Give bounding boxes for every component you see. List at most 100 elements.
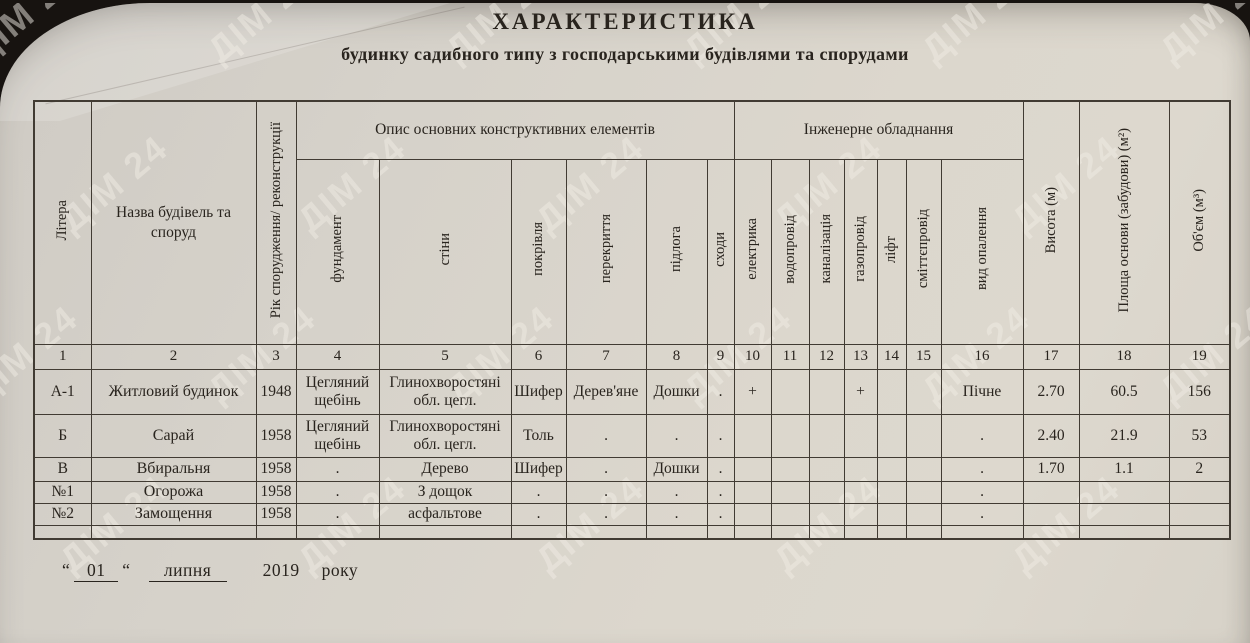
col-header-4-label: фундамент — [329, 215, 346, 283]
col-header-14-label: ліфт — [883, 235, 900, 263]
col-number-2: 2 — [90, 343, 257, 370]
cell-r5-c4: . — [295, 502, 380, 526]
cell-r6-c1 — [33, 524, 92, 540]
cell-r3-c11 — [770, 456, 810, 482]
cell-r5-c6-label: . — [536, 505, 541, 523]
cell-r1-c8-label: Дошки — [653, 382, 700, 400]
cell-r3-c6-label: Шифер — [514, 460, 563, 478]
cell-r2-c17: 2.40 — [1022, 413, 1080, 458]
col-header-10-label: електрика — [744, 218, 761, 280]
group-header-engineering: Інженерне обладнання — [733, 100, 1024, 160]
table-header: Літера Назва будівель та споруд Рік споруд… — [33, 100, 1231, 370]
cell-r1-c19: 156 — [1168, 368, 1231, 415]
cell-r2-c19: 53 — [1168, 413, 1231, 458]
cell-r4-c8-label: . — [674, 483, 679, 501]
col-header-7-label: перекриття — [597, 214, 614, 284]
col-number-11: 11 — [770, 343, 810, 370]
cell-r5-c13 — [843, 502, 878, 526]
col-header-4: фундамент — [295, 158, 380, 345]
col-number-16-label: 16 — [974, 348, 990, 364]
cell-r6-c9 — [706, 524, 735, 540]
col-header-litera: Літера — [33, 100, 92, 345]
cell-r3-c13 — [843, 456, 878, 482]
cell-r1-c6: Шифер — [510, 368, 567, 415]
cell-r3-c19: 2 — [1168, 456, 1231, 482]
col-number-10: 10 — [733, 343, 772, 370]
col-number-6: 6 — [510, 343, 567, 370]
cell-r2-c10 — [733, 413, 772, 458]
cell-r1-c11 — [770, 368, 810, 415]
col-header-13-label: газопровід — [852, 216, 869, 282]
cell-r6-c13 — [843, 524, 878, 540]
col-header-12: каналізація — [808, 158, 845, 345]
cell-r4-c12 — [808, 480, 845, 504]
col-number-6-label: 6 — [534, 348, 543, 364]
cell-r4-c4-label: . — [335, 483, 340, 501]
cell-r1-c4: Цегляний щебінь — [295, 368, 380, 415]
cell-r6-c5 — [378, 524, 512, 540]
cell-r4-c1-label: №1 — [51, 483, 75, 501]
cell-r4-c9-label: . — [718, 483, 723, 501]
cell-r4-c18 — [1078, 480, 1170, 504]
cell-r4-c2-label: Огорожа — [143, 483, 204, 501]
group-header-engineering-label: Інженерне обладнання — [803, 121, 954, 139]
cell-r2-c18-label: 21.9 — [1110, 426, 1138, 444]
cell-r1-c2-label: Житловий будинок — [108, 382, 239, 400]
cell-r1-c10-label: + — [748, 382, 757, 400]
cell-r3-c17-label: 1.70 — [1037, 460, 1065, 478]
date-day: 01 — [74, 560, 119, 582]
table-row — [33, 524, 1231, 540]
group-header-construction-label: Опис основних конструктивних елементів — [375, 121, 655, 139]
col-number-2-label: 2 — [169, 348, 178, 364]
cell-r3-c12 — [808, 456, 845, 482]
col-header-6-label: покрівля — [530, 222, 547, 276]
cell-r5-c8-label: . — [674, 505, 679, 523]
col-header-13: газопровід — [843, 158, 878, 345]
cell-r1-c9-label: . — [718, 382, 723, 400]
cell-r5-c4-label: . — [335, 505, 340, 523]
cell-r1-c4-label: Цегляний щебінь — [305, 374, 370, 409]
cell-r2-c9: . — [706, 413, 735, 458]
table-row: №1 Огорожа 1958. З дощок..... — [33, 480, 1231, 504]
cell-r3-c19-label: 2 — [1195, 460, 1204, 478]
cell-r4-c7-label: . — [604, 483, 608, 501]
cell-r2-c8: . — [645, 413, 708, 458]
cell-r1-c7-label: Дерев'яне — [573, 382, 639, 400]
cell-r3-c7-label: . — [604, 460, 608, 478]
col-header-12-label: каналізація — [818, 214, 835, 284]
cell-r4-c10 — [733, 480, 772, 504]
cell-r1-c8: Дошки — [645, 368, 708, 415]
cell-r5-c8: . — [645, 502, 708, 526]
cell-r5-c1-label: №2 — [51, 505, 75, 523]
col-header-5-label: стіни — [436, 232, 453, 266]
col-header-6: покрівля — [510, 158, 567, 345]
cell-r1-c17: 2.70 — [1022, 368, 1080, 415]
cell-r2-c4-label: Цегляний щебінь — [305, 418, 370, 453]
table-row: №2 Замощення 1958. асфальтове..... — [33, 502, 1231, 526]
cell-r3-c10 — [733, 456, 772, 482]
cell-r3-c6: Шифер — [510, 456, 567, 482]
cell-r4-c6-label: . — [536, 483, 541, 501]
col-number-7: 7 — [565, 343, 647, 370]
cell-r4-c2: Огорожа — [90, 480, 257, 504]
cell-r5-c14 — [876, 502, 907, 526]
cell-r6-c8 — [645, 524, 708, 540]
cell-r3-c2: Вбиральня — [90, 456, 257, 482]
cell-r1-c1-label: А-1 — [50, 382, 75, 400]
cell-r1-c7: Дерев'яне — [565, 368, 647, 415]
cell-r4-c4: . — [295, 480, 380, 504]
cell-r3-c17: 1.70 — [1022, 456, 1080, 482]
col-header-15: сміттєпровід — [905, 158, 942, 345]
cell-r4-c16-label: . — [980, 483, 984, 501]
cell-r1-c5: Глинохворостяні обл. цегл. — [378, 368, 512, 415]
col-header-year-label: Рік спорудження/ реконструкції — [267, 122, 284, 319]
cell-r4-c14 — [876, 480, 907, 504]
col-number-5: 5 — [378, 343, 512, 370]
col-number-3: 3 — [255, 343, 297, 370]
col-number-14-label: 14 — [884, 348, 900, 364]
cell-r3-c4-label: . — [335, 460, 340, 478]
cell-r5-c19 — [1168, 502, 1231, 526]
cell-r2-c6: Толь — [510, 413, 567, 458]
cell-r4-c19 — [1168, 480, 1231, 504]
cell-r6-c11 — [770, 524, 810, 540]
